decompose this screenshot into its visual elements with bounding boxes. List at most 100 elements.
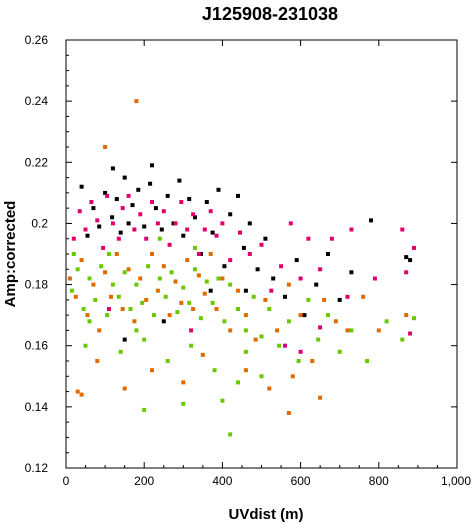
data-point (345, 294, 350, 299)
data-point (71, 252, 76, 256)
data-point (85, 313, 90, 318)
data-point (326, 313, 330, 318)
data-point (142, 407, 147, 412)
data-point (228, 328, 233, 333)
data-point (286, 411, 291, 415)
data-point (294, 258, 299, 263)
data-point (228, 432, 233, 437)
x-tick-label: 0 (63, 474, 70, 488)
data-point (150, 368, 154, 373)
data-point (118, 230, 123, 235)
data-point (79, 184, 84, 189)
data-point (408, 331, 413, 336)
data-point (236, 380, 240, 385)
y-tick-label: 0.16 (25, 339, 49, 353)
data-point (101, 245, 106, 250)
data-point (134, 328, 139, 333)
data-point (150, 200, 154, 204)
data-point (288, 221, 293, 226)
data-point (181, 380, 186, 385)
data-point (97, 328, 102, 333)
data-point (107, 252, 111, 256)
data-point (318, 395, 323, 400)
data-point (247, 221, 252, 226)
data-point (298, 313, 303, 318)
data-point (271, 276, 276, 281)
data-point (83, 227, 88, 232)
x-tick-label: 400 (212, 474, 232, 488)
data-point (132, 319, 137, 324)
data-point (326, 252, 330, 256)
data-point (89, 200, 94, 204)
data-point (114, 252, 119, 256)
data-point (210, 230, 215, 235)
data-point (167, 242, 172, 247)
y-tick-label: 0.12 (25, 461, 49, 475)
data-point (259, 374, 264, 379)
data-point (79, 258, 84, 263)
data-point (243, 368, 248, 373)
data-point (306, 236, 311, 241)
data-point (173, 279, 178, 284)
data-point (105, 193, 110, 198)
x-tick-label: 1,000 (441, 474, 471, 488)
data-point (155, 288, 160, 293)
data-point (181, 401, 186, 406)
y-tick-label: 0.2 (31, 216, 48, 230)
data-point (107, 307, 111, 311)
data-point (126, 193, 131, 198)
data-points (67, 99, 416, 437)
data-point (163, 294, 168, 299)
data-point (204, 279, 209, 284)
data-point (187, 300, 192, 305)
data-point (148, 181, 153, 186)
data-point (134, 99, 139, 104)
data-point (150, 252, 154, 256)
data-point (214, 307, 219, 311)
data-point (208, 252, 213, 256)
data-point (185, 227, 190, 232)
data-point (126, 221, 131, 226)
data-point (329, 236, 334, 241)
data-point (404, 255, 409, 260)
data-point (189, 343, 194, 348)
data-point (181, 285, 186, 290)
data-point (189, 328, 194, 333)
data-point (157, 236, 162, 241)
data-point (365, 359, 370, 363)
data-point (187, 197, 192, 201)
data-point (412, 245, 416, 250)
data-point (144, 297, 149, 302)
data-point (150, 163, 154, 168)
data-point (179, 200, 184, 204)
data-point (337, 349, 342, 354)
data-point (212, 368, 217, 373)
x-tick-label: 200 (134, 474, 154, 488)
data-point (283, 343, 287, 348)
data-point (91, 282, 96, 287)
data-point (220, 221, 225, 226)
data-point (220, 398, 225, 403)
data-point (99, 264, 104, 269)
data-point (193, 267, 197, 272)
data-point (167, 313, 172, 318)
data-point (216, 187, 221, 192)
data-point (349, 328, 354, 333)
data-point (87, 276, 92, 281)
data-point (120, 206, 125, 211)
data-point (241, 245, 246, 250)
data-point (208, 209, 213, 214)
data-point (73, 294, 78, 299)
data-point (103, 145, 108, 149)
data-point (118, 349, 123, 354)
data-point (369, 218, 373, 223)
data-point (337, 297, 342, 302)
data-point (193, 215, 197, 220)
data-point (126, 267, 131, 272)
data-point (122, 386, 127, 391)
data-point (130, 203, 135, 208)
data-point (177, 178, 182, 183)
data-point (185, 258, 190, 263)
data-point (361, 294, 366, 299)
